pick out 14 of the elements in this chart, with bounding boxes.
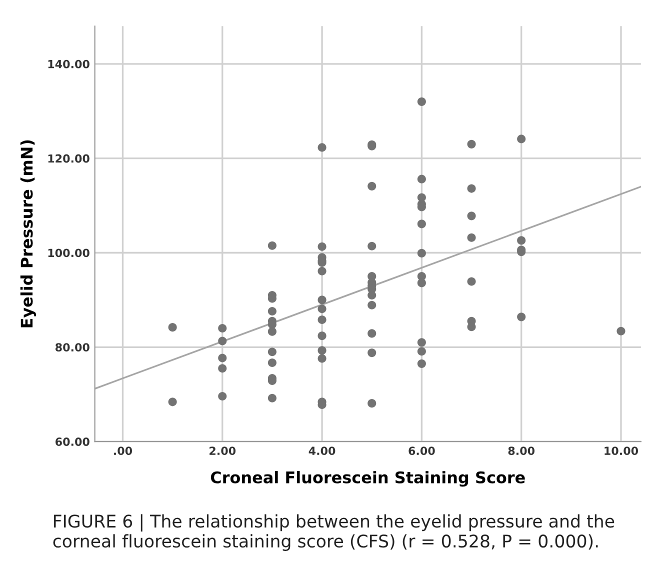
y-tick-label: 100.00 xyxy=(48,248,90,258)
y-tick-label: 120.00 xyxy=(48,154,90,163)
y-tick-label: 140.00 xyxy=(48,60,90,68)
x-tick-label: 4.00 xyxy=(308,446,336,456)
x-tick-label: 2.00 xyxy=(210,446,236,456)
y-tick-label: 60.00 xyxy=(56,438,90,446)
x-axis-title: Croneal Fluorescein Staining Score xyxy=(210,471,525,487)
x-tick-label: 6.00 xyxy=(408,446,435,456)
y-tick-label: 80.00 xyxy=(56,343,90,352)
y-axis-title: Eyelid Pressure (mN) xyxy=(20,140,36,328)
x-tick-label: .00 xyxy=(114,446,132,456)
x-tick-label: 8.00 xyxy=(508,446,535,456)
caption: FIGURE 6 | The relationship between the eyelid pressure and the corneal fluorescein staining score (CFS) (r = 0.528, P = 0.000). xyxy=(53,514,614,551)
x-tick-label: 10.00 xyxy=(604,446,638,456)
